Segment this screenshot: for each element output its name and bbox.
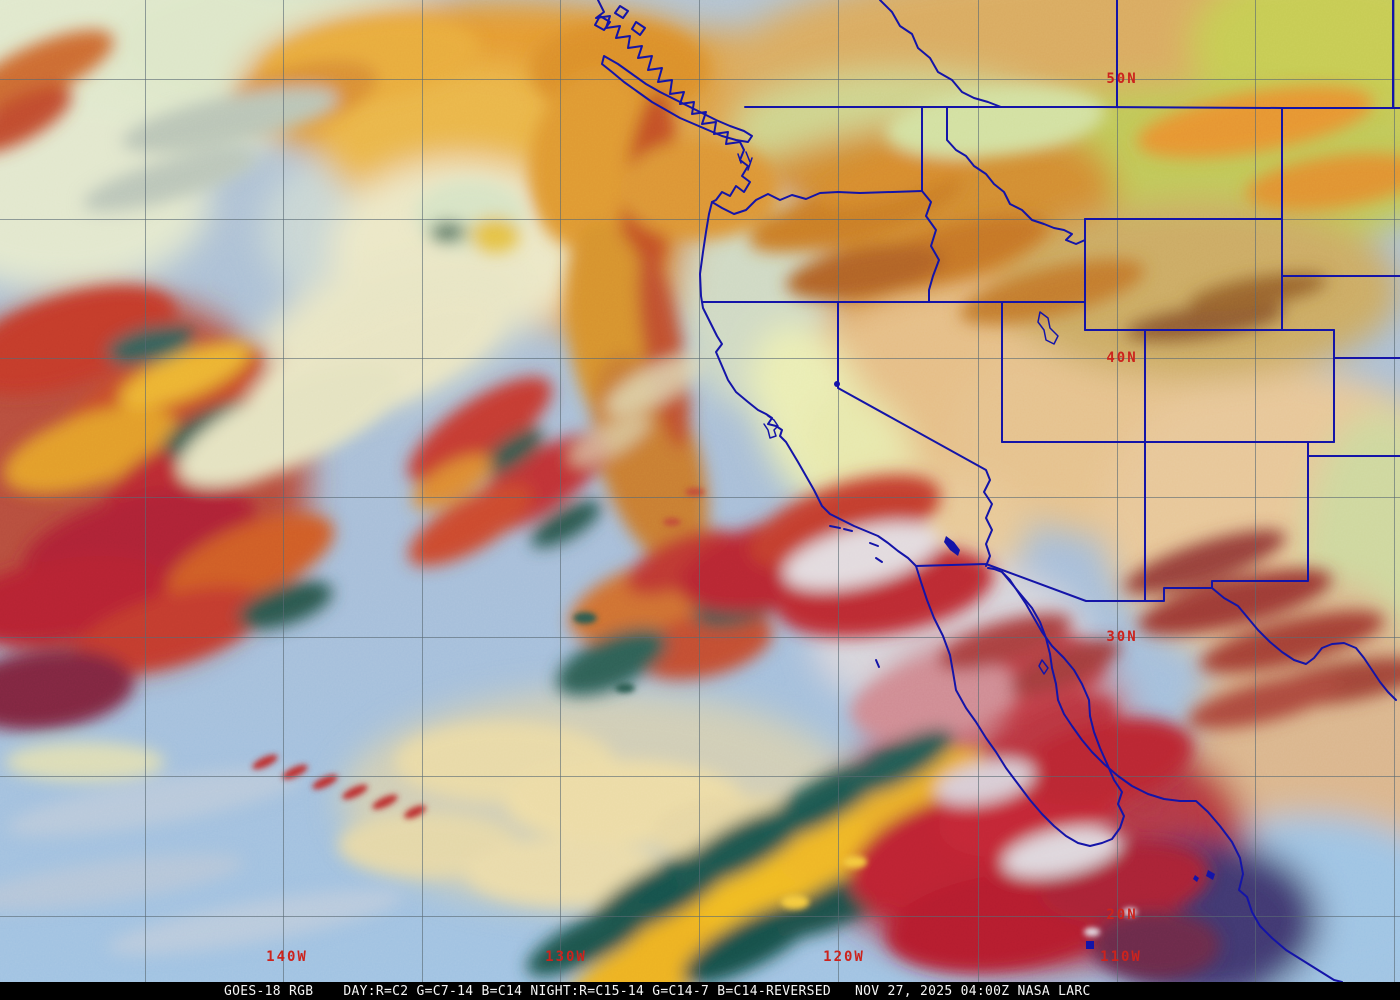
gridline-latitude: [0, 219, 1400, 220]
gridline-longitude: [699, 0, 700, 982]
gridline-latitude: [0, 776, 1400, 777]
timestamp: NOV 27, 2025 04:00Z NASA LARC: [855, 983, 1091, 999]
coord-label-50N: 50N: [1106, 71, 1138, 87]
border-ca-nv: [837, 301, 993, 567]
coord-label-140W: 140W: [266, 949, 308, 965]
puget-sound-inlets: [737, 151, 753, 171]
salton-sea: [944, 536, 960, 556]
bc-islets: [594, 5, 646, 36]
great-salt-lake: [1037, 311, 1059, 345]
sf-bay: [763, 415, 779, 439]
border-or-id-snake: [921, 190, 940, 303]
coord-label-40N: 40N: [1106, 350, 1138, 366]
status-bar: GOES-18 RGB DAY:R=C2 G=C7-14 B=C14 NIGHT…: [0, 982, 1400, 1000]
coastline-mexico-mainland: [1001, 571, 1343, 982]
border-wa-or: [711, 190, 923, 215]
gridline-latitude: [0, 637, 1400, 638]
gridline-longitude: [145, 0, 146, 982]
channel-recipe: DAY:R=C2 G=C7-14 B=C14 NIGHT:R=C15-14 G=…: [343, 983, 832, 999]
gridline-latitude: [0, 916, 1400, 917]
gridline-longitude: [560, 0, 561, 982]
gridline-longitude: [978, 0, 979, 982]
coord-label-110W: 110W: [1100, 949, 1142, 965]
border-bc-alberta: [879, 0, 1002, 108]
border-nm-tx: [1211, 441, 1309, 589]
gridline-latitude: [0, 358, 1400, 359]
gridline-longitude: [838, 0, 839, 982]
gridline-longitude: [1255, 0, 1256, 982]
coastline-pacific: [595, 0, 917, 567]
border-ok-panhandle: [1307, 441, 1400, 457]
coastline-baja: [915, 565, 1125, 847]
border-us-mexico: [915, 563, 1397, 701]
coord-label-20N: 20N: [1106, 907, 1138, 923]
isla-tiburon: [1038, 659, 1049, 675]
coord-label-120W: 120W: [823, 949, 865, 965]
border-us-canada: [744, 106, 1400, 109]
guadalupe-island: [875, 659, 880, 668]
coord-label-130W: 130W: [545, 949, 587, 965]
gridline-longitude: [283, 0, 284, 982]
gridline-latitude: [0, 79, 1400, 80]
gridline-longitude: [422, 0, 423, 982]
coastline-and-borders: [594, 0, 1400, 982]
gridline-longitude: [1117, 0, 1118, 982]
coord-label-30N: 30N: [1106, 629, 1138, 645]
gridline-longitude: [1394, 0, 1395, 982]
tres-marias-islands: [1193, 870, 1215, 882]
socorro-island: [1086, 941, 1094, 949]
vancouver-island: [601, 55, 753, 143]
channel-islands: [829, 525, 883, 563]
lake-tahoe: [834, 381, 840, 387]
border-id-mt: [946, 107, 1086, 245]
satellite-name: GOES-18 RGB: [224, 983, 314, 999]
gridline-latitude: [0, 497, 1400, 498]
